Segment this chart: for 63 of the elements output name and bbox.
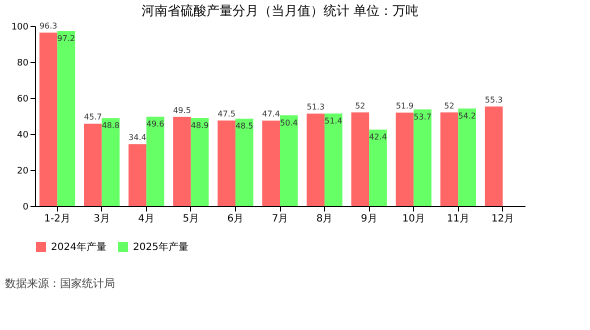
data-label: 52 <box>444 101 454 110</box>
data-label: 47.5 <box>218 110 236 118</box>
x-tick-label: 1-2月 <box>44 214 70 224</box>
x-tick-label: 4月 <box>138 214 155 224</box>
data-label: 55.3 <box>484 95 503 104</box>
x-tick-label: 3月 <box>94 214 110 224</box>
bar <box>235 118 254 206</box>
x-tick-label: 8月 <box>316 214 333 224</box>
data-label: 48.5 <box>235 122 254 131</box>
bar <box>324 113 342 206</box>
y-tick-label: 80 <box>17 58 29 68</box>
bar <box>84 124 102 206</box>
data-label: 51.4 <box>324 116 342 126</box>
data-label: 96.3 <box>39 22 58 31</box>
bar <box>57 31 76 206</box>
data-label: 52 <box>355 101 366 110</box>
x-tick-label: 7月 <box>272 214 288 224</box>
bar <box>484 106 503 206</box>
bar <box>190 118 209 206</box>
bar <box>306 114 325 206</box>
data-label: 47.4 <box>262 110 280 119</box>
x-tick-label: 6月 <box>227 214 244 224</box>
data-label: 54.2 <box>458 111 476 120</box>
data-label: 97.2 <box>57 34 76 44</box>
bar <box>173 116 191 206</box>
bar <box>218 120 236 206</box>
x-tick-label: 9月 <box>360 214 378 224</box>
data-label: 45.7 <box>84 112 102 122</box>
bar <box>458 108 476 206</box>
x-tick-label: 11月 <box>446 214 470 224</box>
bar <box>102 118 120 206</box>
y-tick-label: 100 <box>11 22 29 32</box>
data-label: 51.9 <box>396 102 414 111</box>
bar <box>396 112 414 206</box>
data-label: 53.7 <box>414 112 432 122</box>
data-label: 34.4 <box>128 133 146 142</box>
y-tick-label: 60 <box>17 94 29 104</box>
data-label: 48.8 <box>102 121 120 130</box>
data-label: 49.6 <box>146 120 164 129</box>
bar <box>351 112 370 206</box>
data-label: 50.4 <box>280 118 298 128</box>
legend-label: 2025年产量 <box>133 241 188 253</box>
y-tick-label: 0 <box>22 202 29 212</box>
bar <box>146 116 164 206</box>
bar <box>280 115 298 206</box>
x-tick-label: 10月 <box>402 214 426 224</box>
source-note: 数据来源：国家统计局 <box>5 277 115 290</box>
bar <box>128 144 146 206</box>
data-label: 49.5 <box>173 106 191 115</box>
bar <box>262 120 280 206</box>
bar <box>414 109 432 206</box>
legend-label: 2024年产量 <box>51 241 106 253</box>
data-label: 48.9 <box>190 120 209 130</box>
data-label: 42.4 <box>369 132 387 142</box>
bar <box>369 130 387 206</box>
bar <box>440 112 458 206</box>
bar <box>39 32 58 206</box>
y-tick-label: 20 <box>17 166 29 176</box>
chart-title: 河南省硫酸产量分月（当月值）统计 单位：万吨 <box>141 4 419 19</box>
y-tick-label: 40 <box>17 130 29 140</box>
x-tick-label: 5月 <box>182 214 200 224</box>
data-label: 51.3 <box>306 102 325 112</box>
x-tick-label: 12月 <box>491 214 514 224</box>
